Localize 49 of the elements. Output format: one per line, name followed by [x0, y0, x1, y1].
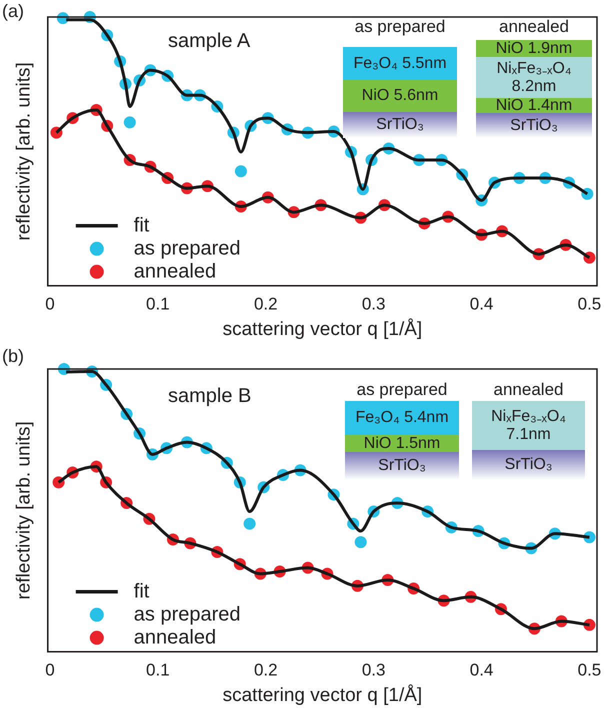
annotation: annealed: [498, 17, 570, 37]
text: (b): [2, 346, 24, 367]
x-tick-label: 0.4: [470, 294, 494, 314]
point: [234, 165, 247, 178]
layer-stack-diagram: Fe₃O₄ 5.4nm NiO 1.5nm SrTiO₃: [345, 401, 459, 480]
x-tick-label: 0.5: [578, 660, 602, 680]
x-tick-label: 0: [45, 660, 55, 680]
legend-label: annealed: [134, 626, 216, 648]
x-tick-label: 0.2: [254, 660, 278, 680]
annotation: Fe₃O₄ 5.4nm: [355, 409, 449, 427]
x-tick-label: 0.4: [470, 660, 494, 680]
annotation: SrTiO₃: [504, 456, 552, 474]
x-tick-label: 0.5: [578, 294, 602, 314]
point: [354, 536, 367, 548]
annotation: annealed: [492, 380, 564, 400]
annotation: NiO 1.4nm: [496, 96, 572, 114]
layer-stack-diagram: Fe₃O₄ 5.5nm NiO 5.6nm SrTiO₃: [343, 47, 457, 138]
legend-label: annealed: [134, 260, 216, 282]
x-axis-title: scattering vector q [1/Å]: [222, 684, 422, 706]
layer-stack-diagram: NiₓFe₃₋ₓO₄ 7.1nm SrTiO₃: [472, 401, 585, 480]
annotation: SrTiO₃: [378, 457, 426, 475]
legend-label: fit: [134, 214, 150, 236]
text: (a): [2, 1, 24, 22]
annotation: Fe₃O₄ 5.5nm: [353, 54, 447, 72]
x-tick-label: 0.2: [254, 294, 278, 314]
x-tick-label: 0.1: [146, 660, 170, 680]
point: [244, 518, 256, 530]
annotation: SrTiO₃: [510, 116, 558, 134]
annotation: sample B: [168, 385, 252, 407]
annotation: as prepared: [354, 17, 446, 37]
legend-label: as prepared: [134, 603, 241, 626]
annotation: NiₓFe₃₋ₓO₄ 8.2nm: [496, 60, 572, 96]
x-tick-label: 0.3: [362, 294, 386, 314]
legend-label: as prepared: [134, 237, 241, 260]
y-axis-title: reflectivity [arb. units]: [14, 421, 35, 600]
annotation: NiO 5.6nm: [362, 87, 438, 105]
annotation: NiₓFe₃₋ₓO₄ 7.1nm: [490, 408, 567, 444]
annotation: SrTiO₃: [376, 116, 424, 134]
annotation: NiO 1.9nm: [496, 40, 572, 58]
point: [124, 116, 136, 128]
annotation: sample A: [168, 30, 250, 52]
legend-label: fit: [134, 580, 150, 602]
x-tick-label: 0.3: [362, 660, 386, 680]
annotation: NiO 1.5nm: [364, 434, 440, 452]
x-tick-label: 0.1: [146, 294, 170, 314]
x-axis-title: scattering vector q [1/Å]: [222, 318, 422, 340]
x-tick-label: 0: [45, 294, 55, 314]
annotation: as prepared: [356, 380, 448, 400]
y-axis-title: reflectivity [arb. units]: [14, 62, 35, 241]
